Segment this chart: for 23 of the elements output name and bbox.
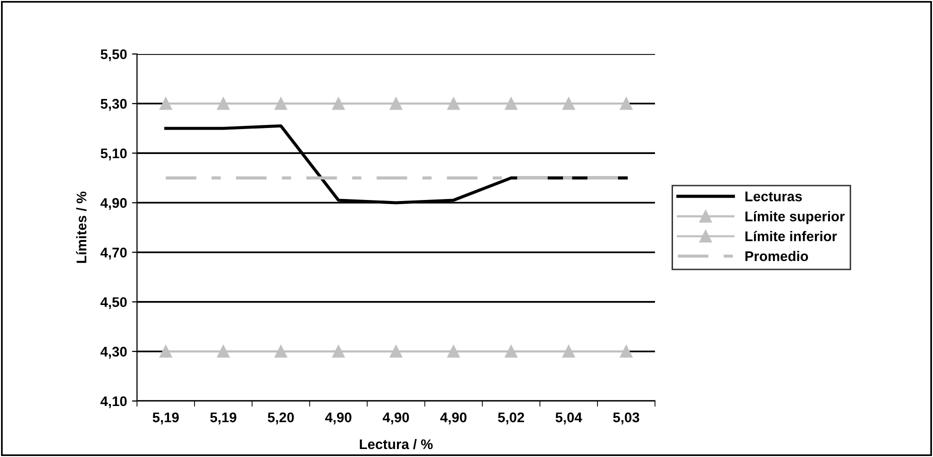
x-tick-label: 5,03 [613, 412, 640, 424]
x-tick-label: 5,20 [268, 412, 294, 424]
legend-label: Lecturas [745, 192, 802, 202]
y-tick-label: 5,30 [100, 98, 127, 111]
legend-label: Límite inferior [745, 230, 837, 242]
x-tick-label: 4,90 [325, 412, 352, 424]
y-tick-label: 4,70 [100, 248, 127, 260]
x-tick-label: 5,19 [210, 412, 236, 424]
x-tick-label: 4,90 [382, 412, 409, 424]
y-tick-label: 5,10 [100, 148, 127, 160]
y-tick-label: 4,90 [100, 198, 127, 210]
x-tick-label: 5,02 [498, 412, 524, 424]
x-axis-title: Lectura / % [360, 438, 433, 450]
y-tick-label: 4,30 [100, 346, 127, 359]
y-tick-label: 5,50 [100, 49, 127, 62]
y-tick-label: 4,10 [100, 396, 127, 408]
legend-label: Promedio [745, 250, 808, 262]
x-tick-label: 4,90 [440, 412, 467, 424]
y-axis-title: Límites / % [76, 192, 87, 263]
legend-label: Límite superior [745, 211, 845, 224]
x-tick-label: 5,04 [556, 412, 582, 424]
x-tick-label: 5,19 [152, 412, 179, 424]
y-tick-label: 4,50 [100, 297, 127, 310]
